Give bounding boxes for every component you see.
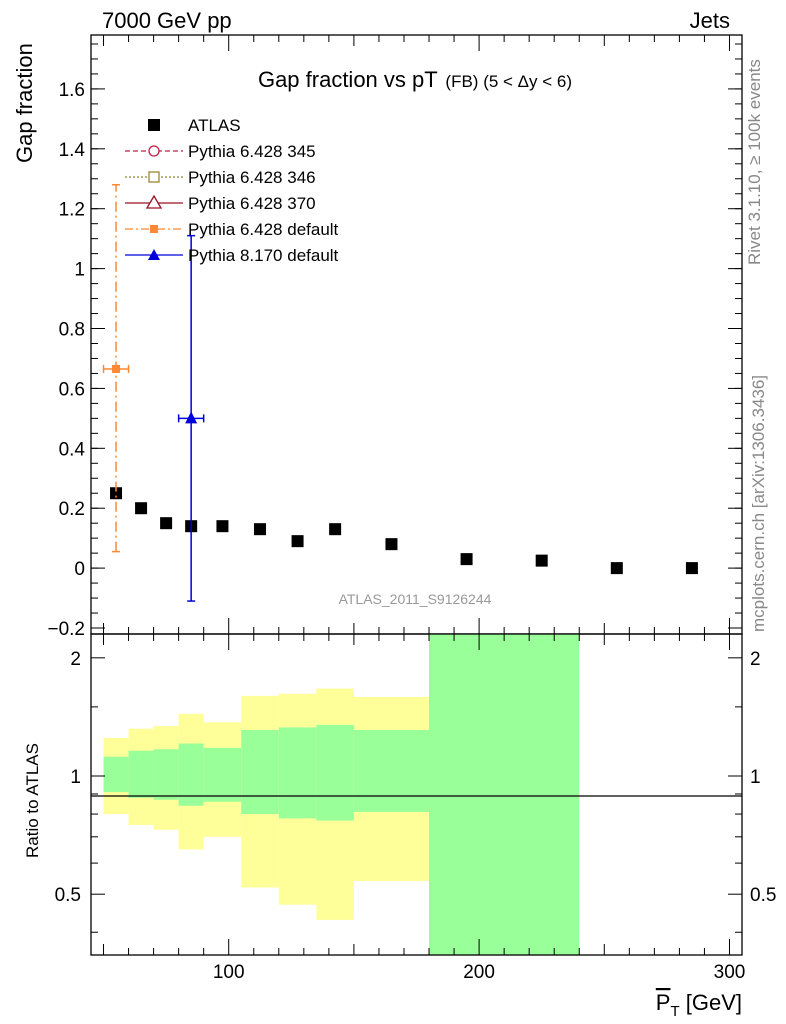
main-y-tick-label: −0.2 (47, 619, 85, 640)
ratio-y-tick-label: 0.5 (55, 885, 81, 906)
atlas-marker (110, 487, 123, 500)
ratio-green-band (153, 749, 179, 800)
ratio-y-tick-label-right: 2 (750, 649, 761, 670)
main-y-tick-label: 1 (74, 260, 85, 281)
point-square (685, 562, 698, 575)
legend-entry: ATLAS (148, 116, 241, 135)
main-panel: ATLAS_2011_S9126244 −0.2 0 0.2 0.4 0.6 0.8 1 1.… (12, 34, 743, 640)
point-square (535, 554, 548, 567)
atlas-marker (254, 523, 267, 536)
legend-label: Pythia 6.428 346 (188, 168, 316, 187)
atlas-marker (329, 523, 342, 536)
rivet-version-label: Rivet 3.1.10, ≥ 100k events (745, 59, 764, 265)
header-energy: 7000 GeV pp (102, 8, 232, 33)
ratio-y-tick-label: 2 (70, 649, 81, 670)
x-axis-label-symbol: P (656, 990, 671, 1015)
ratio-green-band (353, 729, 430, 812)
main-y-tick-label: 1.4 (59, 140, 86, 161)
legend-label: Pythia 6.428 370 (188, 194, 316, 213)
main-y-axis-label: Gap fraction (12, 43, 37, 163)
ratio-green-band (278, 727, 317, 819)
atlas-marker (385, 538, 398, 551)
ratio-green-band (128, 750, 154, 798)
point-square (135, 502, 148, 515)
ratio-green-band (203, 747, 242, 802)
point-square (460, 553, 473, 566)
atlas-marker (460, 553, 473, 566)
ratio-y-axis-label: Ratio to ATLAS (23, 743, 42, 858)
main-ticks: −0.2 0 0.2 0.4 0.6 0.8 1 1.2 1.4 1.6 (47, 35, 742, 640)
legend-marker (148, 171, 160, 183)
ratio-y-tick-label-right: 0.5 (750, 885, 776, 906)
legend-marker (148, 119, 160, 131)
ratio-green-band (241, 729, 279, 815)
ratio-green-band (103, 756, 129, 793)
legend-label: Pythia 8.170 default (188, 246, 339, 265)
ratio-panel-frame (90, 633, 743, 956)
atlas-marker (685, 562, 698, 575)
point-square (329, 523, 342, 536)
header-process: Jets (690, 8, 730, 33)
main-y-tick-label: 0.2 (59, 499, 85, 520)
point-square (385, 538, 398, 551)
legend-entry: Pythia 6.428 370 (125, 194, 316, 213)
point-filled-triangle (177, 234, 205, 602)
x-tick-label: 300 (714, 962, 746, 983)
atlas-marker (135, 502, 148, 515)
mcplots-label: mcplots.cern.ch [arXiv:1306.3436] (749, 375, 768, 632)
ratio-green-band (429, 634, 580, 955)
legend-entry: Pythia 6.428 default (125, 220, 339, 239)
main-title-sub: (FB) (5 < Δy < 6) (445, 72, 572, 91)
legend: ATLAS Pythia 6.428 345 Pythia 6.428 346 Pyt… (125, 116, 339, 265)
main-y-tick-label: 0.4 (59, 439, 86, 460)
legend-marker (148, 249, 160, 260)
atlas-marker (216, 520, 229, 533)
point-filled-square (102, 184, 130, 553)
point-square (160, 517, 173, 530)
ratio-y-tick-label-right: 1 (750, 767, 761, 788)
main-y-tick-label: 0.8 (59, 320, 85, 341)
x-tick-label: 200 (463, 962, 495, 983)
legend-entry: Pythia 8.170 default (125, 246, 339, 265)
x-axis-label: PT [GeV] (656, 990, 742, 1020)
x-axis-label-subscript: T (670, 1003, 679, 1020)
ratio-bands (103, 634, 580, 955)
legend-label: Pythia 6.428 345 (188, 142, 316, 161)
ratio-ticks: 0.5 0.5 1 1 2 2 100 200 300 (55, 634, 776, 983)
legend-label: ATLAS (188, 116, 241, 135)
svg-text:PT [GeV]: PT [GeV] (656, 990, 742, 1020)
x-axis-label-unit: [GeV] (680, 990, 742, 1015)
legend-marker (145, 194, 163, 209)
point-square (610, 562, 623, 575)
point-square (216, 520, 229, 533)
legend-entry: Pythia 6.428 345 (125, 142, 316, 161)
ratio-green-band (316, 724, 354, 821)
point-square (291, 535, 304, 548)
watermark-analysis-id: ATLAS_2011_S9126244 (339, 591, 492, 607)
x-tick-label: 100 (213, 962, 245, 983)
marker (185, 411, 198, 424)
point-square (254, 523, 267, 536)
main-y-tick-label: 0 (74, 559, 85, 580)
legend-marker (150, 225, 158, 233)
atlas-marker (160, 517, 173, 530)
atlas-marker (610, 562, 623, 575)
legend-entry: Pythia 6.428 346 (125, 168, 316, 187)
ratio-y-tick-label: 1 (70, 767, 81, 788)
atlas-marker (535, 554, 548, 567)
legend-marker (148, 145, 160, 157)
ratio-panel: 0.5 0.5 1 1 2 2 100 200 300 Ratio to ATLAS PT [G… (23, 633, 776, 1020)
main-data (102, 184, 698, 602)
main-y-tick-label: 0.6 (59, 379, 85, 400)
main-title: Gap fraction vs pT (FB) (5 < Δy < 6) (258, 67, 572, 92)
atlas-marker (291, 535, 304, 548)
main-y-tick-label: 1.2 (59, 200, 85, 221)
main-title-main: Gap fraction vs pT (258, 67, 437, 92)
main-y-tick-label: 1.6 (59, 80, 85, 101)
marker (112, 364, 121, 373)
legend-label: Pythia 6.428 default (188, 220, 339, 239)
point-square (110, 487, 123, 500)
